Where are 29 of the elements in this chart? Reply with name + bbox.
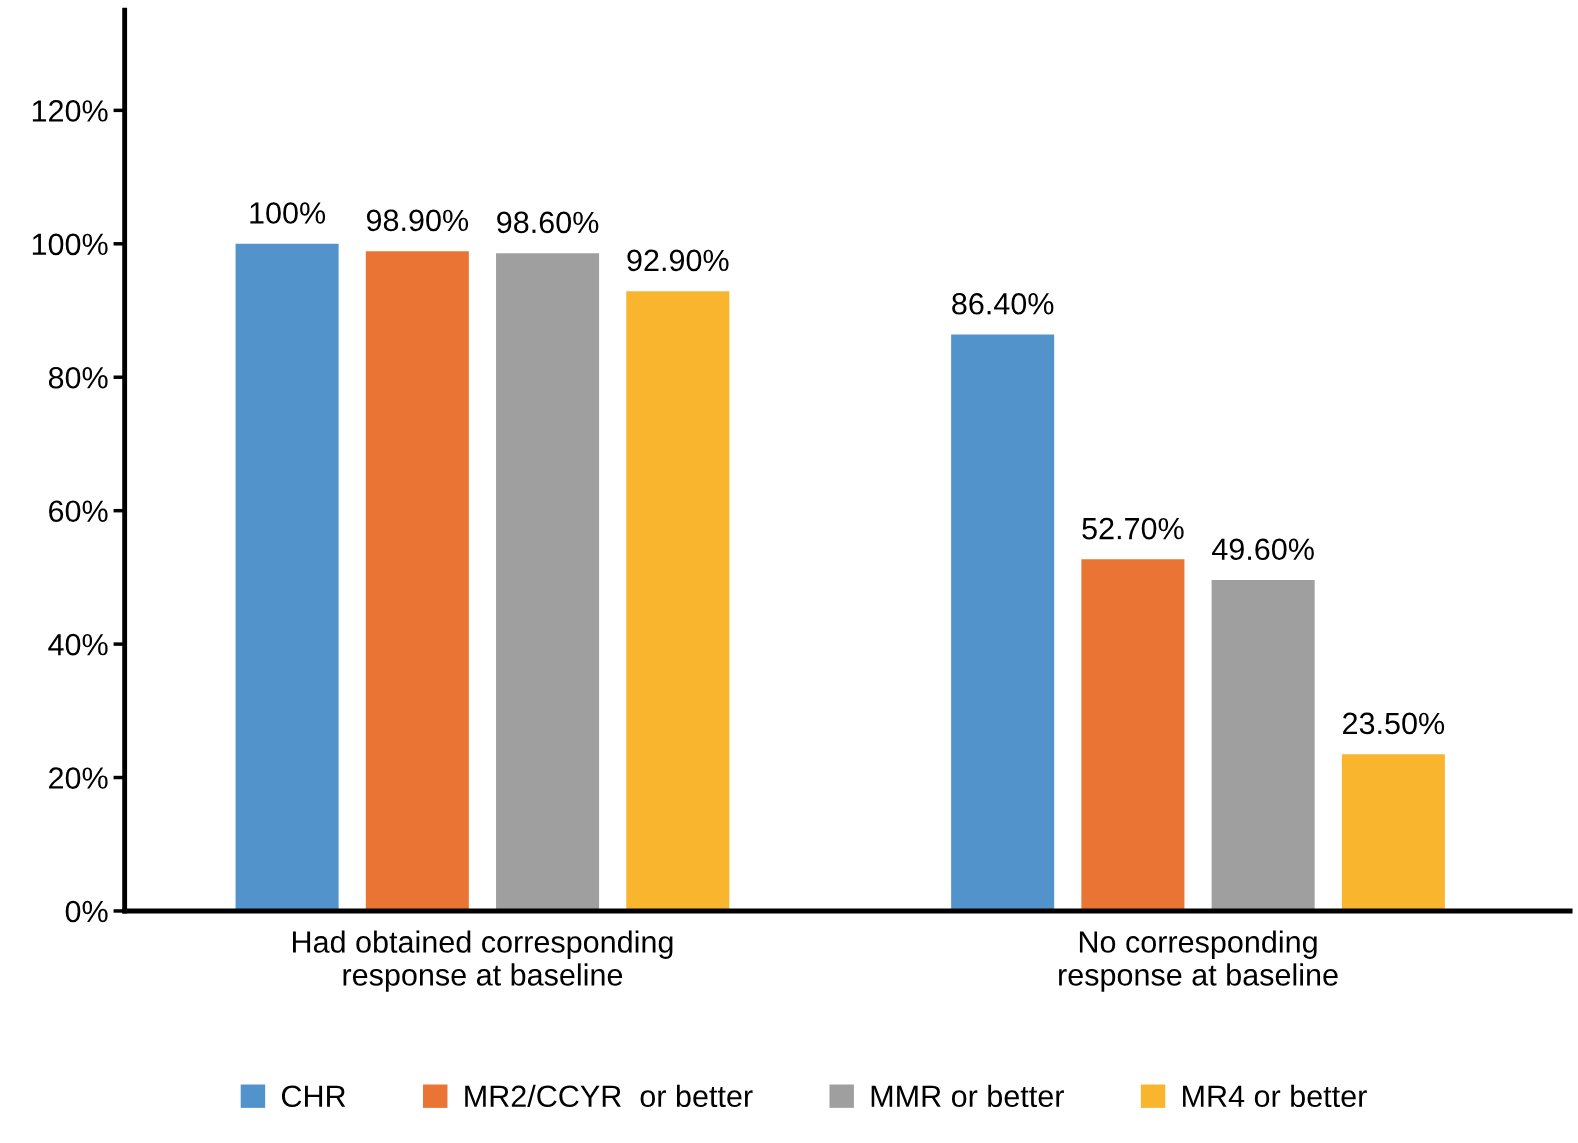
data-label: 100% [250, 202, 326, 224]
x-tick-label: Had obtained corresponding response at baseline [293, 930, 673, 992]
y-tick-label: 60% [49, 500, 108, 523]
bar [235, 243, 339, 911]
y-tick-label: 0% [65, 900, 108, 923]
bar [496, 253, 600, 911]
data-label: 23.50% [1343, 712, 1445, 735]
data-label: 92.90% [627, 249, 729, 272]
bar [1211, 580, 1315, 911]
legend-label: CHR [281, 1085, 346, 1108]
bar [951, 334, 1055, 911]
data-label: 98.60% [497, 211, 599, 234]
legend-label: MMR or better [871, 1084, 1064, 1108]
y-tick-label: 120% [32, 100, 108, 122]
x-tick-label: No corresponding response at baseline [1059, 930, 1338, 992]
bar [626, 291, 730, 911]
data-label: 52.70% [1082, 517, 1184, 540]
y-tick-label: 80% [48, 366, 108, 389]
bar [365, 251, 469, 911]
data-label: 98.90% [366, 209, 469, 232]
legend-label: MR2/CCYR or better [465, 1084, 753, 1108]
data-label: 86.40% [952, 292, 1054, 315]
legend-label: MR4 or better [1183, 1084, 1367, 1108]
data-label: 49.60% [1212, 538, 1314, 561]
bar [1341, 754, 1445, 911]
y-tick-label: 100% [32, 233, 108, 256]
bar [1081, 559, 1185, 911]
y-tick-label: 20% [49, 767, 108, 789]
y-tick-label: 40% [48, 633, 108, 656]
